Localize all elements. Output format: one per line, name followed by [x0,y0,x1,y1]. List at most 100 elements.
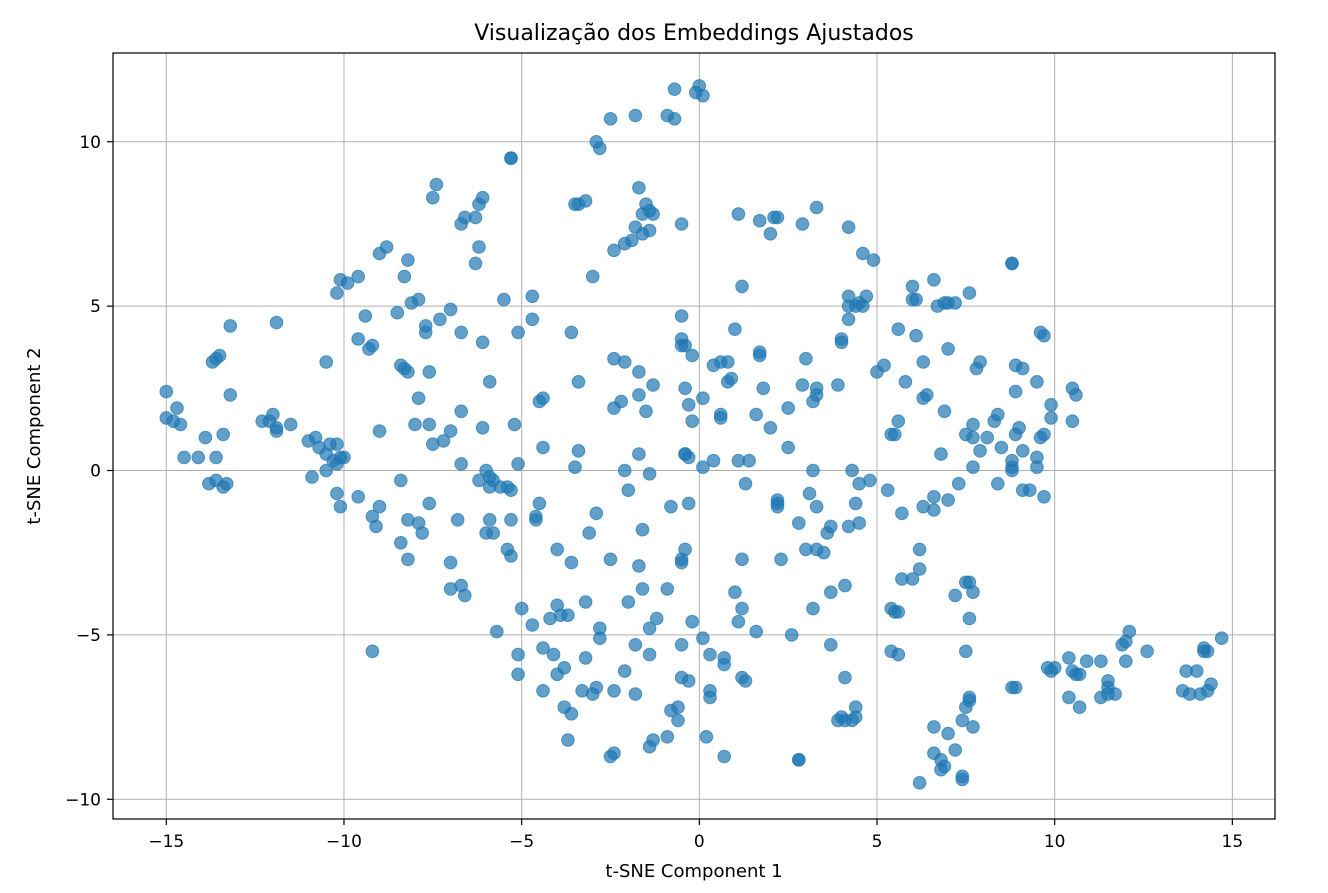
scatter-point [454,325,469,340]
scatter-point [898,375,913,389]
scatter-point [529,509,543,524]
scatter-point [752,213,767,228]
scatter-point [628,687,643,701]
scatter-point [660,730,675,744]
scatter-point [593,631,607,646]
scatter-point [816,545,831,560]
scatter-point [749,624,764,639]
scatter-point [632,559,646,573]
scatter-point [365,644,380,659]
scatter-point [685,614,700,629]
scatter-point [891,647,906,662]
scatter-point [795,378,810,392]
scatter-point [1008,680,1023,695]
scatter-point [1190,664,1204,678]
scatter-point [1037,427,1051,442]
scatter-point [422,417,437,432]
scatter-point [831,713,845,728]
scatter-point [625,233,639,248]
scatter-point [927,720,941,734]
scatter-point [401,365,415,379]
scatter-point [490,624,504,639]
scatter-point [550,542,565,557]
scatter-point [1094,654,1108,669]
scatter-point [443,424,458,438]
scatter-point [660,582,675,596]
scatter-point [635,522,650,537]
scatter-point [173,417,188,432]
scatter-point [994,440,1009,455]
scatter-point [379,240,394,254]
scatter-point [372,424,387,438]
scatter-point [1062,651,1076,665]
scatter-point [678,338,692,353]
scatter-point [937,759,952,774]
scatter-point [1044,664,1058,678]
scatter-point [696,460,710,475]
scatter-point [642,223,657,238]
scatter-point [724,371,739,386]
scatter-point [973,444,987,458]
scatter-point [809,200,824,215]
scatter-point [909,292,923,307]
scatter-point [283,417,298,432]
scatter-point [486,526,501,540]
scatter-point [667,82,682,96]
scatter-point [557,661,572,675]
scatter-point [536,684,550,698]
scatter-points [159,79,1229,790]
grid-lines [113,53,1275,819]
scatter-point [681,398,696,412]
scatter-point [877,358,891,373]
scatter-point [426,190,440,205]
scatter-point [681,450,696,465]
x-axis-ticks: −15 −10 −5 0 5 10 15 [148,819,1243,852]
scatter-point [1044,398,1058,412]
scatter-point [422,365,437,379]
scatter-point [468,256,483,271]
scatter-point [593,141,607,156]
scatter-point [795,217,810,231]
scatter-point [664,499,678,514]
scatter-point [191,450,206,465]
scatter-point [671,700,685,715]
scatter-point [838,578,852,593]
scatter-point [219,476,234,491]
scatter-point [482,375,497,389]
y-tick-label: 10 [79,133,101,153]
scatter-point [266,407,280,422]
scatter-point [511,325,525,340]
scatter-point [696,631,710,646]
scatter-point [443,555,458,570]
scatter-point [170,401,184,415]
scatter-point [585,269,600,284]
scatter-point [799,351,813,366]
scatter-point [578,651,593,665]
scatter-point [578,595,593,609]
scatter-point [888,427,902,442]
scatter-point [752,348,767,363]
scatter-point [397,269,412,284]
scatter-point [671,713,685,728]
scatter-point [564,707,579,721]
scatter-point [962,286,977,300]
y-tick-label: 0 [90,462,101,482]
scatter-point [1030,460,1044,475]
scatter-point [1044,411,1058,425]
scatter-point [561,608,575,623]
scatter-point [703,690,717,705]
scatter-point [401,552,415,567]
scatter-point [774,552,788,567]
scatter-point [472,240,486,254]
scatter-point [703,647,717,662]
scatter-point [649,611,664,626]
scatter-point [831,378,845,392]
scatter-point [369,519,383,534]
scatter-point [834,332,849,346]
scatter-point [589,506,604,521]
scatter-point [269,424,284,438]
scatter-point [475,335,490,350]
scatter-point [454,404,469,419]
scatter-point [891,414,906,429]
y-axis-label: t-SNE Component 2 [24,347,45,524]
